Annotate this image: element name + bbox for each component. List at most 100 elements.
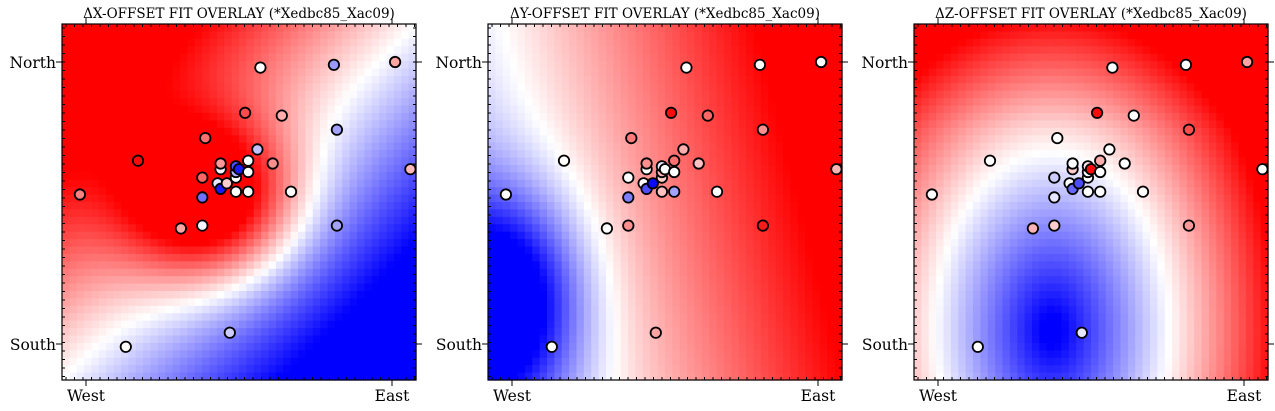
heatmap-cell: [547, 83, 555, 92]
heatmap-cell: [569, 216, 578, 225]
heatmap-cell: [334, 142, 343, 151]
heatmap-cell: [165, 335, 174, 344]
heatmap-cell: [224, 98, 233, 107]
heatmap-cell: [517, 157, 526, 166]
heatmap-cell: [216, 202, 225, 211]
heatmap-cell: [357, 357, 365, 366]
heatmap-cell: [665, 283, 673, 292]
heatmap-cell: [635, 202, 644, 211]
heatmap-cell: [731, 283, 740, 292]
heatmap-cell: [642, 135, 651, 144]
heatmap-cell: [349, 46, 358, 55]
heatmap-cell: [157, 75, 166, 84]
heatmap-cell: [253, 313, 262, 322]
heatmap-cell: [635, 83, 644, 92]
heatmap-cell: [724, 61, 732, 70]
heatmap-cell: [620, 291, 629, 300]
heatmap-cell: [524, 372, 533, 381]
heatmap-cell: [591, 172, 600, 181]
heatmap-cell: [502, 291, 511, 300]
heatmap-cell: [709, 268, 718, 277]
heatmap-cell: [709, 202, 718, 211]
heatmap-cell: [364, 305, 373, 314]
heatmap-cell: [561, 83, 570, 92]
heatmap-cell: [143, 83, 152, 92]
heatmap-cell: [805, 120, 814, 129]
heatmap-cell: [209, 194, 218, 203]
heatmap-cell: [650, 127, 659, 136]
heatmap-cell: [69, 224, 78, 233]
heatmap-cell: [775, 83, 784, 92]
heatmap-cell: [216, 335, 225, 344]
heatmap-cell: [657, 239, 666, 248]
heatmap-cell: [665, 231, 673, 240]
heatmap-cell: [98, 53, 107, 62]
heatmap-cell: [106, 202, 115, 211]
heatmap-cell: [716, 268, 725, 277]
heatmap-cell: [753, 283, 762, 292]
heatmap-cell: [334, 194, 343, 203]
heatmap-cell: [561, 365, 570, 374]
heatmap-cell: [312, 335, 321, 344]
heatmap-cell: [364, 342, 373, 351]
heatmap-cell: [554, 90, 563, 99]
heatmap-cell: [216, 24, 225, 33]
heatmap-cell: [216, 53, 225, 62]
heatmap-cell: [62, 313, 70, 322]
heatmap-cell: [738, 113, 747, 122]
heatmap-cell: [554, 75, 563, 84]
heatmap-cell: [517, 90, 526, 99]
heatmap-cell: [488, 98, 496, 107]
heatmap-cell: [312, 83, 321, 92]
heatmap-cell: [275, 46, 284, 55]
heatmap-cell: [62, 179, 70, 188]
heatmap-cell: [194, 24, 203, 33]
heatmap-cell: [495, 142, 504, 151]
heatmap-cell: [298, 157, 306, 166]
heatmap-cell: [349, 75, 358, 84]
heatmap-cell: [357, 365, 365, 374]
heatmap-cell: [709, 194, 718, 203]
heatmap-cell: [812, 335, 821, 344]
heatmap-cell: [253, 320, 262, 329]
heatmap-cell: [283, 298, 292, 307]
heatmap-cell: [157, 202, 166, 211]
heatmap-cell: [524, 342, 533, 351]
heatmap-cell: [113, 224, 122, 233]
heatmap-cell: [98, 150, 107, 159]
heatmap-cell: [401, 75, 410, 84]
heatmap-cell: [606, 209, 614, 218]
heatmap-cell: [488, 31, 496, 40]
heatmap-cell: [216, 268, 225, 277]
heatmap-cell: [716, 157, 725, 166]
heatmap-cell: [283, 105, 292, 114]
heatmap-cell: [790, 372, 799, 381]
heatmap-cell: [194, 187, 203, 196]
heatmap-cell: [379, 61, 388, 70]
heatmap-cell: [408, 142, 417, 151]
heatmap-cell: [650, 194, 659, 203]
heatmap-cell: [576, 283, 585, 292]
heatmap-cell: [231, 342, 240, 351]
heatmap-cell: [224, 24, 233, 33]
heatmap-cell: [539, 216, 548, 225]
heatmap-cell: [239, 224, 247, 233]
heatmap-cell: [517, 150, 526, 159]
heatmap-cell: [202, 150, 211, 159]
heatmap-cell: [760, 298, 769, 307]
heatmap-cell: [275, 239, 284, 248]
heatmap-cell: [268, 268, 277, 277]
heatmap-cell: [569, 328, 578, 337]
heatmap-cell: [797, 209, 806, 218]
heatmap-cell: [797, 38, 806, 47]
heatmap-cell: [569, 61, 578, 70]
heatmap-cell: [834, 202, 843, 211]
heatmap-cell: [760, 372, 769, 381]
heatmap-cell: [591, 142, 600, 151]
heatmap-cell: [349, 372, 358, 381]
heatmap-cell: [606, 187, 614, 196]
heatmap-cell: [261, 83, 270, 92]
heatmap-cell: [275, 38, 284, 47]
heatmap-cell: [379, 202, 388, 211]
heatmap-cell: [701, 98, 710, 107]
